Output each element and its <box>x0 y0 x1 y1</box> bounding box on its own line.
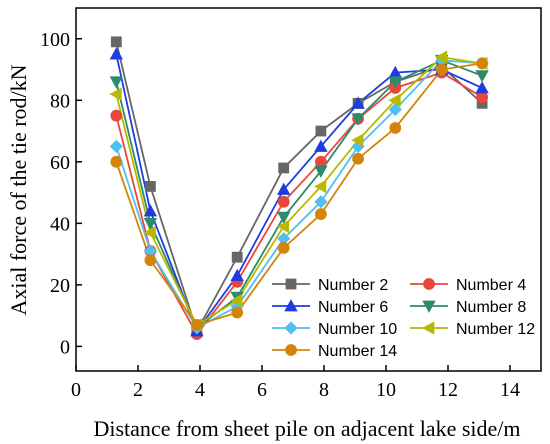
series-lines <box>115 41 483 336</box>
data-point <box>475 70 489 83</box>
legend-item: Number 2 <box>272 277 388 294</box>
x-tick-label: 8 <box>319 379 329 401</box>
legend-item: Number 8 <box>410 299 526 316</box>
legend-label: Number 14 <box>318 343 397 360</box>
legend-item: Number 12 <box>410 321 535 338</box>
legend: Number 2 Number 4 Number 6 Number 8 Number 1… <box>272 277 535 360</box>
data-point <box>190 318 203 331</box>
data-point <box>314 195 328 209</box>
data-point <box>276 219 290 234</box>
legend-marker <box>285 344 297 356</box>
data-point <box>110 155 123 168</box>
x-tick-label: 10 <box>376 379 396 401</box>
legend-label: Number 2 <box>318 277 388 294</box>
legend-label: Number 6 <box>318 299 388 316</box>
data-point <box>388 102 402 117</box>
y-tick-label: 60 <box>50 152 70 174</box>
data-point <box>143 225 156 240</box>
legend-item: Number 14 <box>272 343 397 360</box>
legend-label: Number 4 <box>456 277 526 294</box>
series-markers <box>109 36 489 340</box>
data-point <box>231 251 243 263</box>
series-line <box>115 41 483 334</box>
series-line <box>115 59 483 330</box>
series-line <box>115 71 483 336</box>
y-tick-label: 80 <box>50 90 70 112</box>
legend-label: Number 12 <box>456 321 535 338</box>
data-point <box>230 268 244 282</box>
data-point <box>388 93 401 107</box>
legend-marker <box>284 299 298 312</box>
legend-marker <box>422 321 435 335</box>
data-point <box>109 87 122 101</box>
legend-label: Number 8 <box>456 299 526 316</box>
data-point <box>351 113 365 126</box>
data-point <box>231 306 244 319</box>
legend-item: Number 4 <box>410 277 526 294</box>
data-point <box>278 162 290 174</box>
series-line <box>115 59 483 330</box>
y-axis-title: Axial force of the tie rod/kN <box>6 64 31 315</box>
data-point <box>315 125 327 137</box>
data-point <box>277 182 291 195</box>
data-point <box>476 57 489 70</box>
series-line <box>115 62 483 326</box>
legend-marker <box>285 278 297 290</box>
data-point <box>314 208 327 221</box>
data-point <box>351 96 365 109</box>
x-tick-label: 12 <box>438 379 458 401</box>
data-point <box>351 133 364 147</box>
y-axis: 0 20 40 60 80 100 <box>40 29 82 358</box>
data-point <box>109 139 123 153</box>
y-tick-label: 0 <box>60 336 70 358</box>
x-tick-label: 14 <box>500 379 520 401</box>
data-point <box>109 47 123 60</box>
data-point <box>143 217 158 231</box>
x-tick-label: 4 <box>195 379 205 401</box>
data-point <box>143 204 158 217</box>
plot-frame <box>75 7 542 372</box>
data-point <box>314 165 328 178</box>
legend-item: Number 6 <box>272 299 388 316</box>
legend-marker <box>284 321 298 335</box>
data-point <box>314 179 327 194</box>
x-axis: 0 2 4 6 8 10 12 14 <box>71 365 520 401</box>
x-tick-label: 6 <box>257 379 267 401</box>
series-line <box>115 56 483 327</box>
legend-item: Number 10 <box>272 321 397 338</box>
data-point <box>109 76 123 89</box>
legend-marker <box>422 300 436 313</box>
data-point <box>314 139 328 152</box>
x-axis-title: Distance from sheet pile on adjacent lak… <box>93 416 520 441</box>
data-point <box>475 81 489 94</box>
data-point <box>277 195 290 208</box>
y-tick-label: 20 <box>50 275 70 297</box>
data-point <box>352 152 365 165</box>
data-point <box>230 293 243 307</box>
data-point <box>144 254 157 267</box>
legend-marker <box>423 278 435 290</box>
data-point <box>110 109 123 122</box>
data-point <box>277 211 291 225</box>
data-point <box>389 122 402 134</box>
data-point <box>144 181 156 192</box>
y-tick-label: 40 <box>50 213 70 235</box>
data-point <box>388 76 402 89</box>
data-point <box>277 242 290 254</box>
legend-label: Number 10 <box>318 321 397 338</box>
data-point <box>435 63 448 76</box>
y-tick-label: 100 <box>40 29 70 51</box>
data-point <box>434 50 448 64</box>
data-point <box>110 36 122 48</box>
x-tick-label: 2 <box>133 379 143 401</box>
x-tick-label: 0 <box>71 379 81 401</box>
